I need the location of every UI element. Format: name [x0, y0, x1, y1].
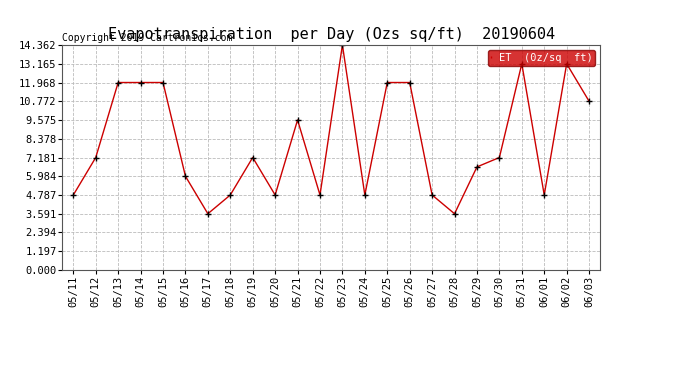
- Text: Copyright 2019 Cartronics.com: Copyright 2019 Cartronics.com: [62, 33, 233, 43]
- Legend: ET  (0z/sq  ft): ET (0z/sq ft): [488, 50, 595, 66]
- Title: Evapotranspiration  per Day (Ozs sq/ft)  20190604: Evapotranspiration per Day (Ozs sq/ft) 2…: [108, 27, 555, 42]
